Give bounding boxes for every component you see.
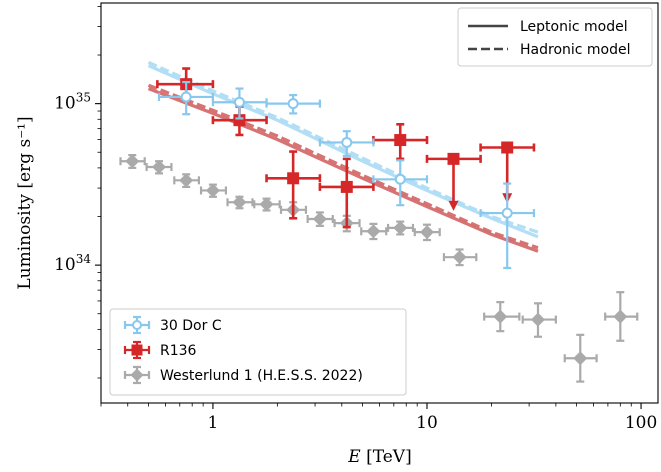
r136-point-2-marker bbox=[287, 172, 300, 185]
r136-point-5-ul-arrow bbox=[448, 200, 459, 211]
r136-point-1-marker bbox=[233, 114, 246, 127]
westerlund-1-h-e-s-s-2022-point-7-marker bbox=[312, 212, 327, 227]
data-legend: 30 Dor C R136 Westerlund 1 (H.E.S.S. 2022) bbox=[109, 308, 407, 396]
westerlund-1-h-e-s-s-2022-point-3-marker bbox=[205, 183, 220, 198]
westerlund-1-h-e-s-s-2022-point-10-marker bbox=[393, 220, 408, 235]
westerlund-1-h-e-s-s-2022-point-15-marker bbox=[573, 351, 588, 366]
model-legend: Leptonic model Hadronic model bbox=[457, 7, 653, 67]
westerlund-1-h-e-s-s-2022-point-4-marker bbox=[232, 195, 247, 210]
legend-marker-30-dor-c bbox=[132, 320, 142, 330]
series-30-dor-c bbox=[157, 80, 536, 270]
model-curve-30-dor-c-dashed bbox=[147, 60, 539, 234]
y-axis-label: Luminosity [erg s⁻¹] bbox=[15, 116, 35, 289]
30-dor-c-point-5-marker bbox=[501, 207, 513, 219]
series-westerlund-1-h-e-s-s-2022 bbox=[119, 154, 639, 383]
y-tick-label-35: 1035 bbox=[54, 91, 91, 114]
westerlund-1-h-e-s-s-2022-point-16-marker bbox=[613, 309, 628, 324]
x-tick-label-10: 10 bbox=[416, 413, 438, 433]
westerlund-1-h-e-s-s-2022-point-5-marker bbox=[259, 197, 274, 212]
x-axis-label: E [TeV] bbox=[347, 447, 411, 467]
30-dor-c-point-3-marker bbox=[341, 136, 353, 148]
westerlund-1-h-e-s-s-2022-point-13-marker bbox=[493, 309, 508, 324]
westerlund-1-h-e-s-s-2022-point-1-marker bbox=[152, 160, 167, 175]
30-dor-c-point-1-marker bbox=[233, 96, 245, 108]
r136-point-5-marker bbox=[447, 152, 460, 165]
r136-point-6-marker bbox=[501, 141, 514, 154]
data-series bbox=[119, 67, 639, 383]
legend-marker-westerlund-1-h-e-s-s-2022 bbox=[130, 368, 144, 382]
axis-ticks: 1 10 100 1034 1035 bbox=[54, 6, 657, 433]
legend-label-30-dor-c: 30 Dor C bbox=[160, 318, 222, 334]
westerlund-1-h-e-s-s-2022-point-14-marker bbox=[530, 312, 545, 327]
westerlund-1-h-e-s-s-2022-point-2-marker bbox=[179, 173, 194, 188]
30-dor-c-point-0-marker bbox=[180, 91, 192, 103]
30-dor-c-point-2-marker bbox=[287, 98, 299, 110]
x-tick-label-100: 100 bbox=[625, 413, 657, 433]
legend-marker-r136 bbox=[131, 344, 143, 356]
legend-label-r136: R136 bbox=[160, 343, 197, 359]
westerlund-1-h-e-s-s-2022-point-0-marker bbox=[125, 154, 140, 169]
legend-label-westerlund-1-h-e-s-s-2022: Westerlund 1 (H.E.S.S. 2022) bbox=[160, 368, 363, 384]
model-curve-r136-solid bbox=[147, 87, 539, 253]
westerlund-1-h-e-s-s-2022-point-12-marker bbox=[452, 250, 467, 265]
legend-label-dashed: Hadronic model bbox=[520, 42, 631, 58]
x-tick-label-1: 1 bbox=[208, 413, 219, 433]
data-legend-box bbox=[109, 308, 407, 396]
legend-label-solid: Leptonic model bbox=[520, 19, 628, 35]
westerlund-1-h-e-s-s-2022-point-11-marker bbox=[419, 225, 434, 240]
r136-point-3-marker bbox=[340, 180, 353, 193]
y-tick-label-34: 1034 bbox=[54, 252, 91, 275]
30-dor-c-point-4-marker bbox=[394, 173, 406, 185]
r136-point-4-marker bbox=[394, 134, 407, 147]
westerlund-1-h-e-s-s-2022-point-9-marker bbox=[366, 224, 381, 239]
model-legend-box bbox=[457, 7, 653, 67]
model-curve-r136-dashed bbox=[147, 83, 539, 250]
